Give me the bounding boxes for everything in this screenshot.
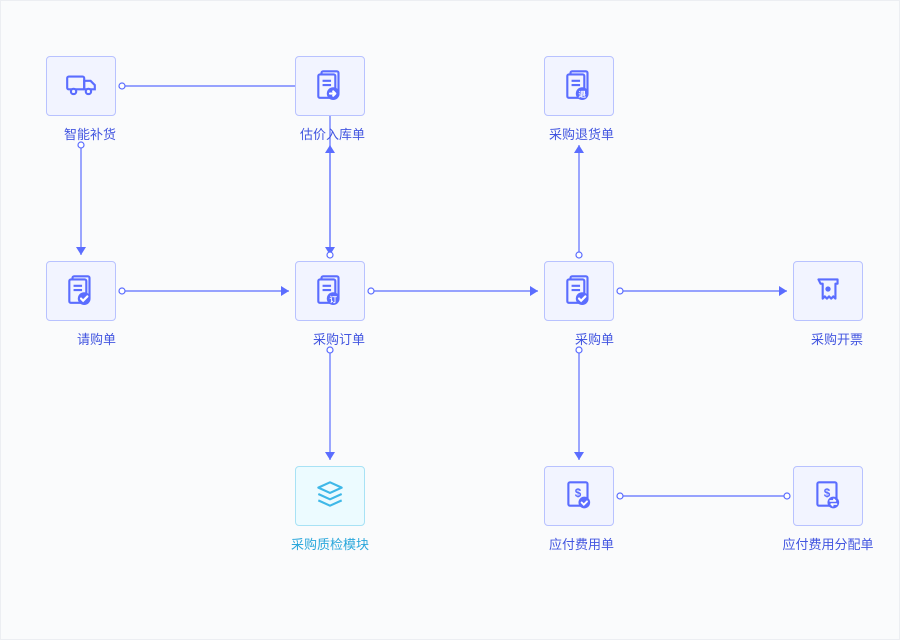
node-box	[544, 261, 614, 321]
node-box	[295, 56, 365, 116]
node-purchase_request[interactable]: 请购单	[46, 261, 116, 349]
node-label: 采购订单	[313, 329, 365, 348]
doc-arrow-icon	[313, 67, 347, 106]
node-smart_replenish[interactable]: 智能补货	[46, 56, 116, 144]
doc-return-icon: 退	[562, 67, 596, 106]
node-label: 估价入库单	[300, 124, 365, 143]
node-label: 应付费用分配单	[782, 534, 873, 553]
node-payable_alloc[interactable]: $应付费用分配单	[793, 466, 863, 554]
svg-text:退: 退	[578, 89, 586, 98]
node-purchase_invoice[interactable]: 采购开票	[793, 261, 863, 349]
doc-order-icon: 订	[313, 272, 347, 311]
node-qc_module[interactable]: 采购质检模块	[295, 466, 365, 554]
doc-check-icon	[562, 272, 596, 311]
svg-text:订: 订	[329, 293, 337, 303]
node-purchase_slip[interactable]: 采购单	[544, 261, 614, 349]
truck-icon	[64, 67, 98, 106]
node-box	[46, 56, 116, 116]
node-valuation_inbound[interactable]: 估价入库单	[295, 56, 365, 144]
stack-icon	[313, 477, 347, 516]
node-label: 采购开票	[811, 329, 863, 348]
node-box: $	[793, 466, 863, 526]
node-purchase_order[interactable]: 订采购订单	[295, 261, 365, 349]
node-label: 采购退货单	[549, 124, 614, 143]
flowchart-canvas: 智能补货估价入库单退采购退货单请购单订采购订单采购单采购开票采购质检模块$应付费…	[0, 0, 900, 640]
node-box: 退	[544, 56, 614, 116]
doc-money-icon: $	[562, 477, 596, 516]
edge-layer	[1, 1, 900, 641]
node-box	[46, 261, 116, 321]
doc-check-icon	[64, 272, 98, 311]
node-label: 采购质检模块	[291, 534, 369, 553]
doc-swap-icon: $	[811, 477, 845, 516]
node-label: 智能补货	[64, 124, 116, 143]
node-box: 订	[295, 261, 365, 321]
node-label: 应付费用单	[549, 534, 614, 553]
node-box: $	[544, 466, 614, 526]
node-label: 采购单	[575, 329, 614, 348]
node-purchase_return[interactable]: 退采购退货单	[544, 56, 614, 144]
node-box	[295, 466, 365, 526]
node-box	[793, 261, 863, 321]
receipt-icon	[811, 272, 845, 311]
node-payable_expense[interactable]: $ 应付费用单	[544, 466, 614, 554]
node-label: 请购单	[77, 329, 116, 348]
